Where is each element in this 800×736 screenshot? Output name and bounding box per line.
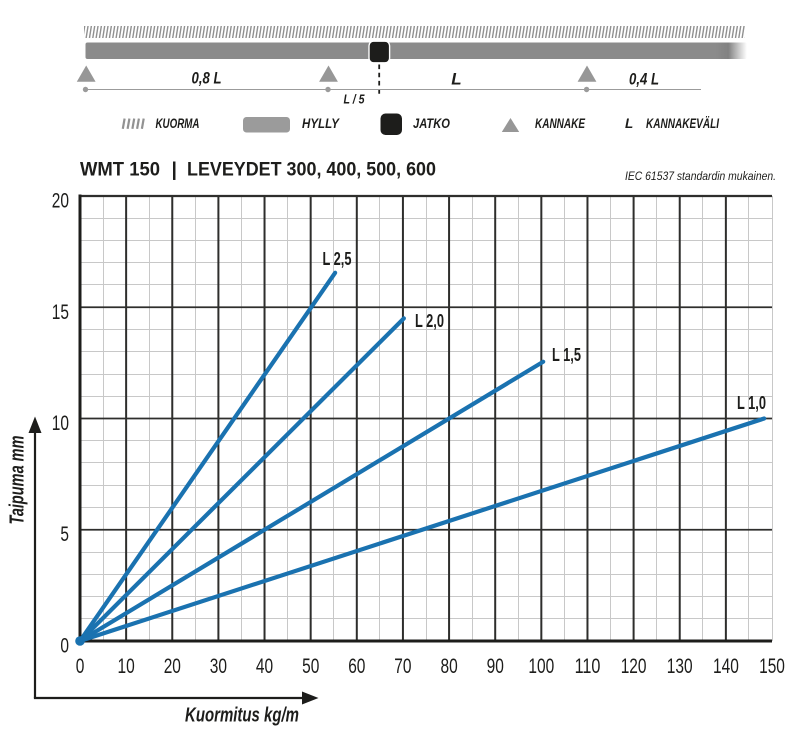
svg-text:KANNAKE: KANNAKE bbox=[535, 116, 586, 131]
svg-text:Taipuma mm: Taipuma mm bbox=[6, 436, 29, 525]
svg-text:IEC 61537 standardin mukainen.: IEC 61537 standardin mukainen. bbox=[625, 169, 776, 183]
svg-text:140: 140 bbox=[713, 655, 739, 678]
svg-text:130: 130 bbox=[667, 655, 693, 678]
svg-text:0: 0 bbox=[76, 655, 85, 678]
svg-text:120: 120 bbox=[621, 655, 647, 678]
svg-text:15: 15 bbox=[52, 301, 69, 324]
svg-text:5: 5 bbox=[60, 523, 69, 546]
svg-text:L / 5: L / 5 bbox=[344, 92, 366, 107]
svg-text:L 2,0: L 2,0 bbox=[415, 311, 444, 331]
svg-text:L: L bbox=[625, 116, 633, 131]
svg-text:L 2,5: L 2,5 bbox=[323, 249, 352, 269]
svg-text:40: 40 bbox=[256, 655, 273, 678]
svg-text:0: 0 bbox=[60, 635, 69, 658]
svg-text:KUORMA: KUORMA bbox=[156, 116, 200, 131]
svg-text:10: 10 bbox=[118, 655, 135, 678]
svg-text:LEVEYDET 300, 400, 500, 600: LEVEYDET 300, 400, 500, 600 bbox=[187, 158, 436, 180]
svg-text:80: 80 bbox=[441, 655, 458, 678]
svg-text:150: 150 bbox=[759, 655, 785, 678]
svg-text:110: 110 bbox=[575, 655, 601, 678]
svg-text:0,4 L: 0,4 L bbox=[629, 71, 659, 89]
svg-text:HYLLY: HYLLY bbox=[302, 116, 341, 131]
svg-text:70: 70 bbox=[394, 655, 411, 678]
svg-text:100: 100 bbox=[528, 655, 554, 678]
svg-text:L 1,5: L 1,5 bbox=[552, 345, 581, 365]
svg-text:WMT 150: WMT 150 bbox=[80, 158, 160, 180]
svg-text:KANNAKEVÄLI: KANNAKEVÄLI bbox=[646, 116, 719, 131]
svg-text:10: 10 bbox=[52, 412, 69, 435]
svg-text:60: 60 bbox=[348, 655, 365, 678]
svg-text:20: 20 bbox=[52, 190, 69, 213]
svg-text:20: 20 bbox=[164, 655, 181, 678]
svg-text:0,8 L: 0,8 L bbox=[192, 70, 222, 88]
svg-text:90: 90 bbox=[487, 655, 504, 678]
svg-text:50: 50 bbox=[302, 655, 319, 678]
svg-text:30: 30 bbox=[210, 655, 227, 678]
svg-text:Kuormitus kg/m: Kuormitus kg/m bbox=[185, 704, 299, 727]
svg-text:L: L bbox=[451, 70, 461, 89]
svg-text:JATKO: JATKO bbox=[413, 116, 450, 131]
svg-text:|: | bbox=[172, 158, 177, 180]
svg-text:L 1,0: L 1,0 bbox=[737, 393, 766, 413]
